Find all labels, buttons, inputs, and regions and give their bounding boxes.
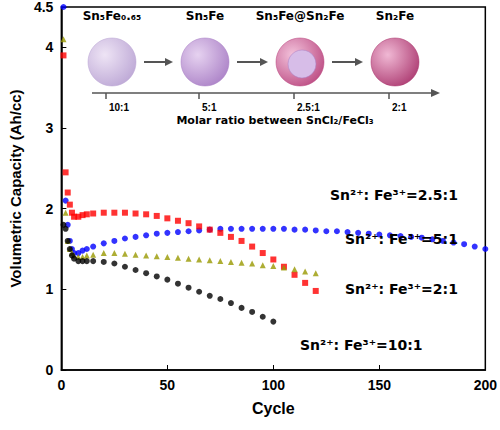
svg-text:2:1: 2:1 — [392, 102, 407, 113]
svg-text:Molar ratio between SnCl₂/FeCl: Molar ratio between SnCl₂/FeCl₃ — [176, 114, 373, 127]
svg-text:Sn²⁺: Fe³⁺=2:1: Sn²⁺: Fe³⁺=2:1 — [345, 281, 458, 297]
svg-text:Sn₅Fe: Sn₅Fe — [186, 9, 224, 23]
svg-text:Sn²⁺: Fe³⁺=5:1: Sn²⁺: Fe³⁺=5:1 — [345, 231, 458, 247]
svg-text:4: 4 — [46, 39, 54, 55]
svg-text:50: 50 — [160, 377, 176, 393]
svg-text:Sn₂Fe: Sn₂Fe — [376, 9, 414, 23]
svg-text:4.5: 4.5 — [34, 0, 54, 15]
svg-text:Volumetric Capacity (Ah/cc): Volumetric Capacity (Ah/cc) — [7, 89, 24, 287]
svg-text:Sn₅Fe₀.₆₅: Sn₅Fe₀.₆₅ — [83, 9, 142, 23]
svg-text:200: 200 — [474, 377, 498, 393]
svg-text:Sn₅Fe@Sn₂Fe: Sn₅Fe@Sn₂Fe — [256, 9, 345, 23]
svg-text:5:1: 5:1 — [202, 102, 217, 113]
svg-text:1: 1 — [46, 281, 54, 297]
svg-text:Cycle: Cycle — [252, 400, 295, 417]
svg-text:2: 2 — [46, 201, 54, 217]
svg-text:Sn²⁺: Fe³⁺=10:1: Sn²⁺: Fe³⁺=10:1 — [300, 337, 423, 353]
svg-text:0: 0 — [57, 377, 65, 393]
svg-text:Sn²⁺: Fe³⁺=2.5:1: Sn²⁺: Fe³⁺=2.5:1 — [330, 187, 458, 203]
svg-text:10:1: 10:1 — [109, 102, 129, 113]
svg-text:3: 3 — [46, 120, 54, 136]
svg-text:2.5:1: 2.5:1 — [297, 102, 320, 113]
svg-text:150: 150 — [368, 377, 392, 393]
svg-text:0: 0 — [46, 362, 54, 378]
svg-text:100: 100 — [262, 377, 286, 393]
